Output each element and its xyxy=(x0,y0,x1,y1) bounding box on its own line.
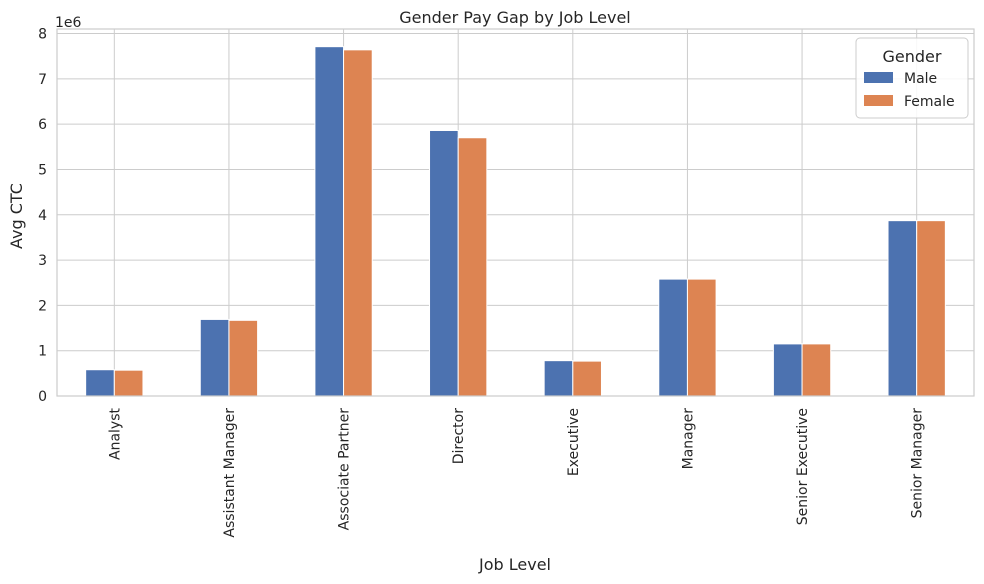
x-tick-label: Assistant Manager xyxy=(222,408,238,538)
bar-female-senior-manager xyxy=(916,220,946,397)
y-tick-label: 6 xyxy=(38,117,47,133)
y-tick-label: 1 xyxy=(38,344,47,360)
y-offset-label: 1e6 xyxy=(55,15,82,31)
x-tick-label: Associate Partner xyxy=(337,408,353,531)
x-tick-label: Senior Manager xyxy=(910,408,926,519)
bar-male-director xyxy=(429,129,459,397)
legend-swatch-female xyxy=(864,95,893,106)
plot-frame xyxy=(56,28,975,397)
bars xyxy=(85,46,946,397)
bar-female-analyst xyxy=(113,369,144,397)
legend-label-male: Male xyxy=(904,71,937,87)
bar-female-executive xyxy=(572,360,602,397)
bar-male-executive xyxy=(543,360,574,397)
x-tick-label: Analyst xyxy=(107,408,123,460)
y-tick-label: 4 xyxy=(38,208,47,224)
y-tick-label: 7 xyxy=(38,72,47,88)
legend-title: Gender xyxy=(883,47,942,66)
x-tick-label: Director xyxy=(451,408,467,464)
y-tick-label: 2 xyxy=(38,298,47,314)
bar-female-assistant-manager xyxy=(228,319,259,397)
y-tick-label: 8 xyxy=(38,27,47,43)
bar-male-senior-manager xyxy=(887,220,918,397)
bar-male-assistant-manager xyxy=(199,318,230,397)
x-tick-label: Senior Executive xyxy=(795,408,811,525)
bar-male-analyst xyxy=(85,369,115,397)
x-tick-label: Manager xyxy=(680,408,696,470)
x-axis-ticks: Analyst Assistant Manager Associate Partne… xyxy=(107,408,925,538)
y-tick-label: 0 xyxy=(38,389,47,405)
x-tick-label: Executive xyxy=(566,408,582,476)
legend-swatch-male xyxy=(864,72,893,83)
bar-female-manager xyxy=(686,278,717,397)
y-tick-label: 5 xyxy=(38,162,47,178)
bar-female-associate-partner xyxy=(343,49,373,397)
bar-male-manager xyxy=(658,278,688,397)
x-axis-label: Job Level xyxy=(478,555,551,574)
y-axis-label: Avg CTC xyxy=(7,183,26,249)
bar-male-associate-partner xyxy=(314,46,345,397)
bar-female-senior-executive xyxy=(801,343,832,397)
bar-female-director xyxy=(457,137,488,397)
chart-title: Gender Pay Gap by Job Level xyxy=(399,8,630,27)
legend-label-female: Female xyxy=(904,94,955,110)
legend: Gender Male Female xyxy=(855,37,969,119)
bar-male-senior-executive xyxy=(772,343,803,397)
y-axis-ticks: 0 1 2 3 4 5 6 7 8 xyxy=(38,27,47,405)
y-tick-label: 3 xyxy=(38,253,47,269)
